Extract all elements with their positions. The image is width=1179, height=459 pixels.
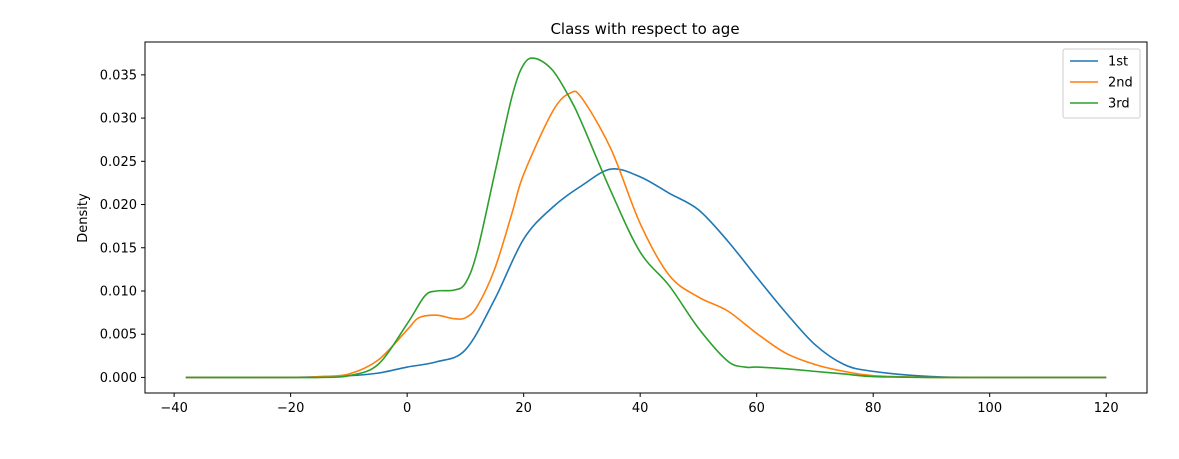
y-tick-label: 0.025 <box>100 155 137 170</box>
y-tick-label: 0.010 <box>100 284 137 299</box>
plot-area <box>185 57 1107 379</box>
series-line-3rd <box>185 57 1107 379</box>
x-tick-label: −40 <box>160 401 187 416</box>
x-tick-label: −20 <box>277 401 304 416</box>
y-tick-label: 0.000 <box>100 371 137 386</box>
y-tick-label: 0.020 <box>100 198 137 213</box>
axes: −40 −20 0 20 40 60 80 100 120 0.000 0.005 0.010 0.01… <box>100 41 1148 416</box>
y-tick-label: 0.035 <box>100 68 137 83</box>
y-tick-label: 0.005 <box>100 328 137 343</box>
series-line-1st <box>185 168 1107 379</box>
y-tick-label: 0.015 <box>100 241 137 256</box>
x-tick-label: 0 <box>403 401 411 416</box>
x-tick-label: 80 <box>865 401 882 416</box>
legend-label-1st: 1st <box>1108 55 1128 70</box>
y-axis-label: Density <box>76 193 91 243</box>
chart-title: Class with respect to age <box>550 20 739 38</box>
series-line-2nd <box>185 90 1107 379</box>
plot-frame <box>144 41 1148 394</box>
legend-label-3rd: 3rd <box>1108 97 1130 112</box>
legend-label-2nd: 2nd <box>1108 76 1133 91</box>
x-tick-label: 100 <box>977 401 1002 416</box>
y-tick-label: 0.030 <box>100 112 137 127</box>
x-tick-label: 120 <box>1094 401 1119 416</box>
legend: 1st 2nd 3rd <box>1062 48 1141 119</box>
legend-box <box>1062 48 1141 119</box>
x-tick-label: 60 <box>748 401 765 416</box>
series-lines <box>185 57 1107 379</box>
x-tick-label: 40 <box>632 401 649 416</box>
x-tick-label: 20 <box>515 401 532 416</box>
